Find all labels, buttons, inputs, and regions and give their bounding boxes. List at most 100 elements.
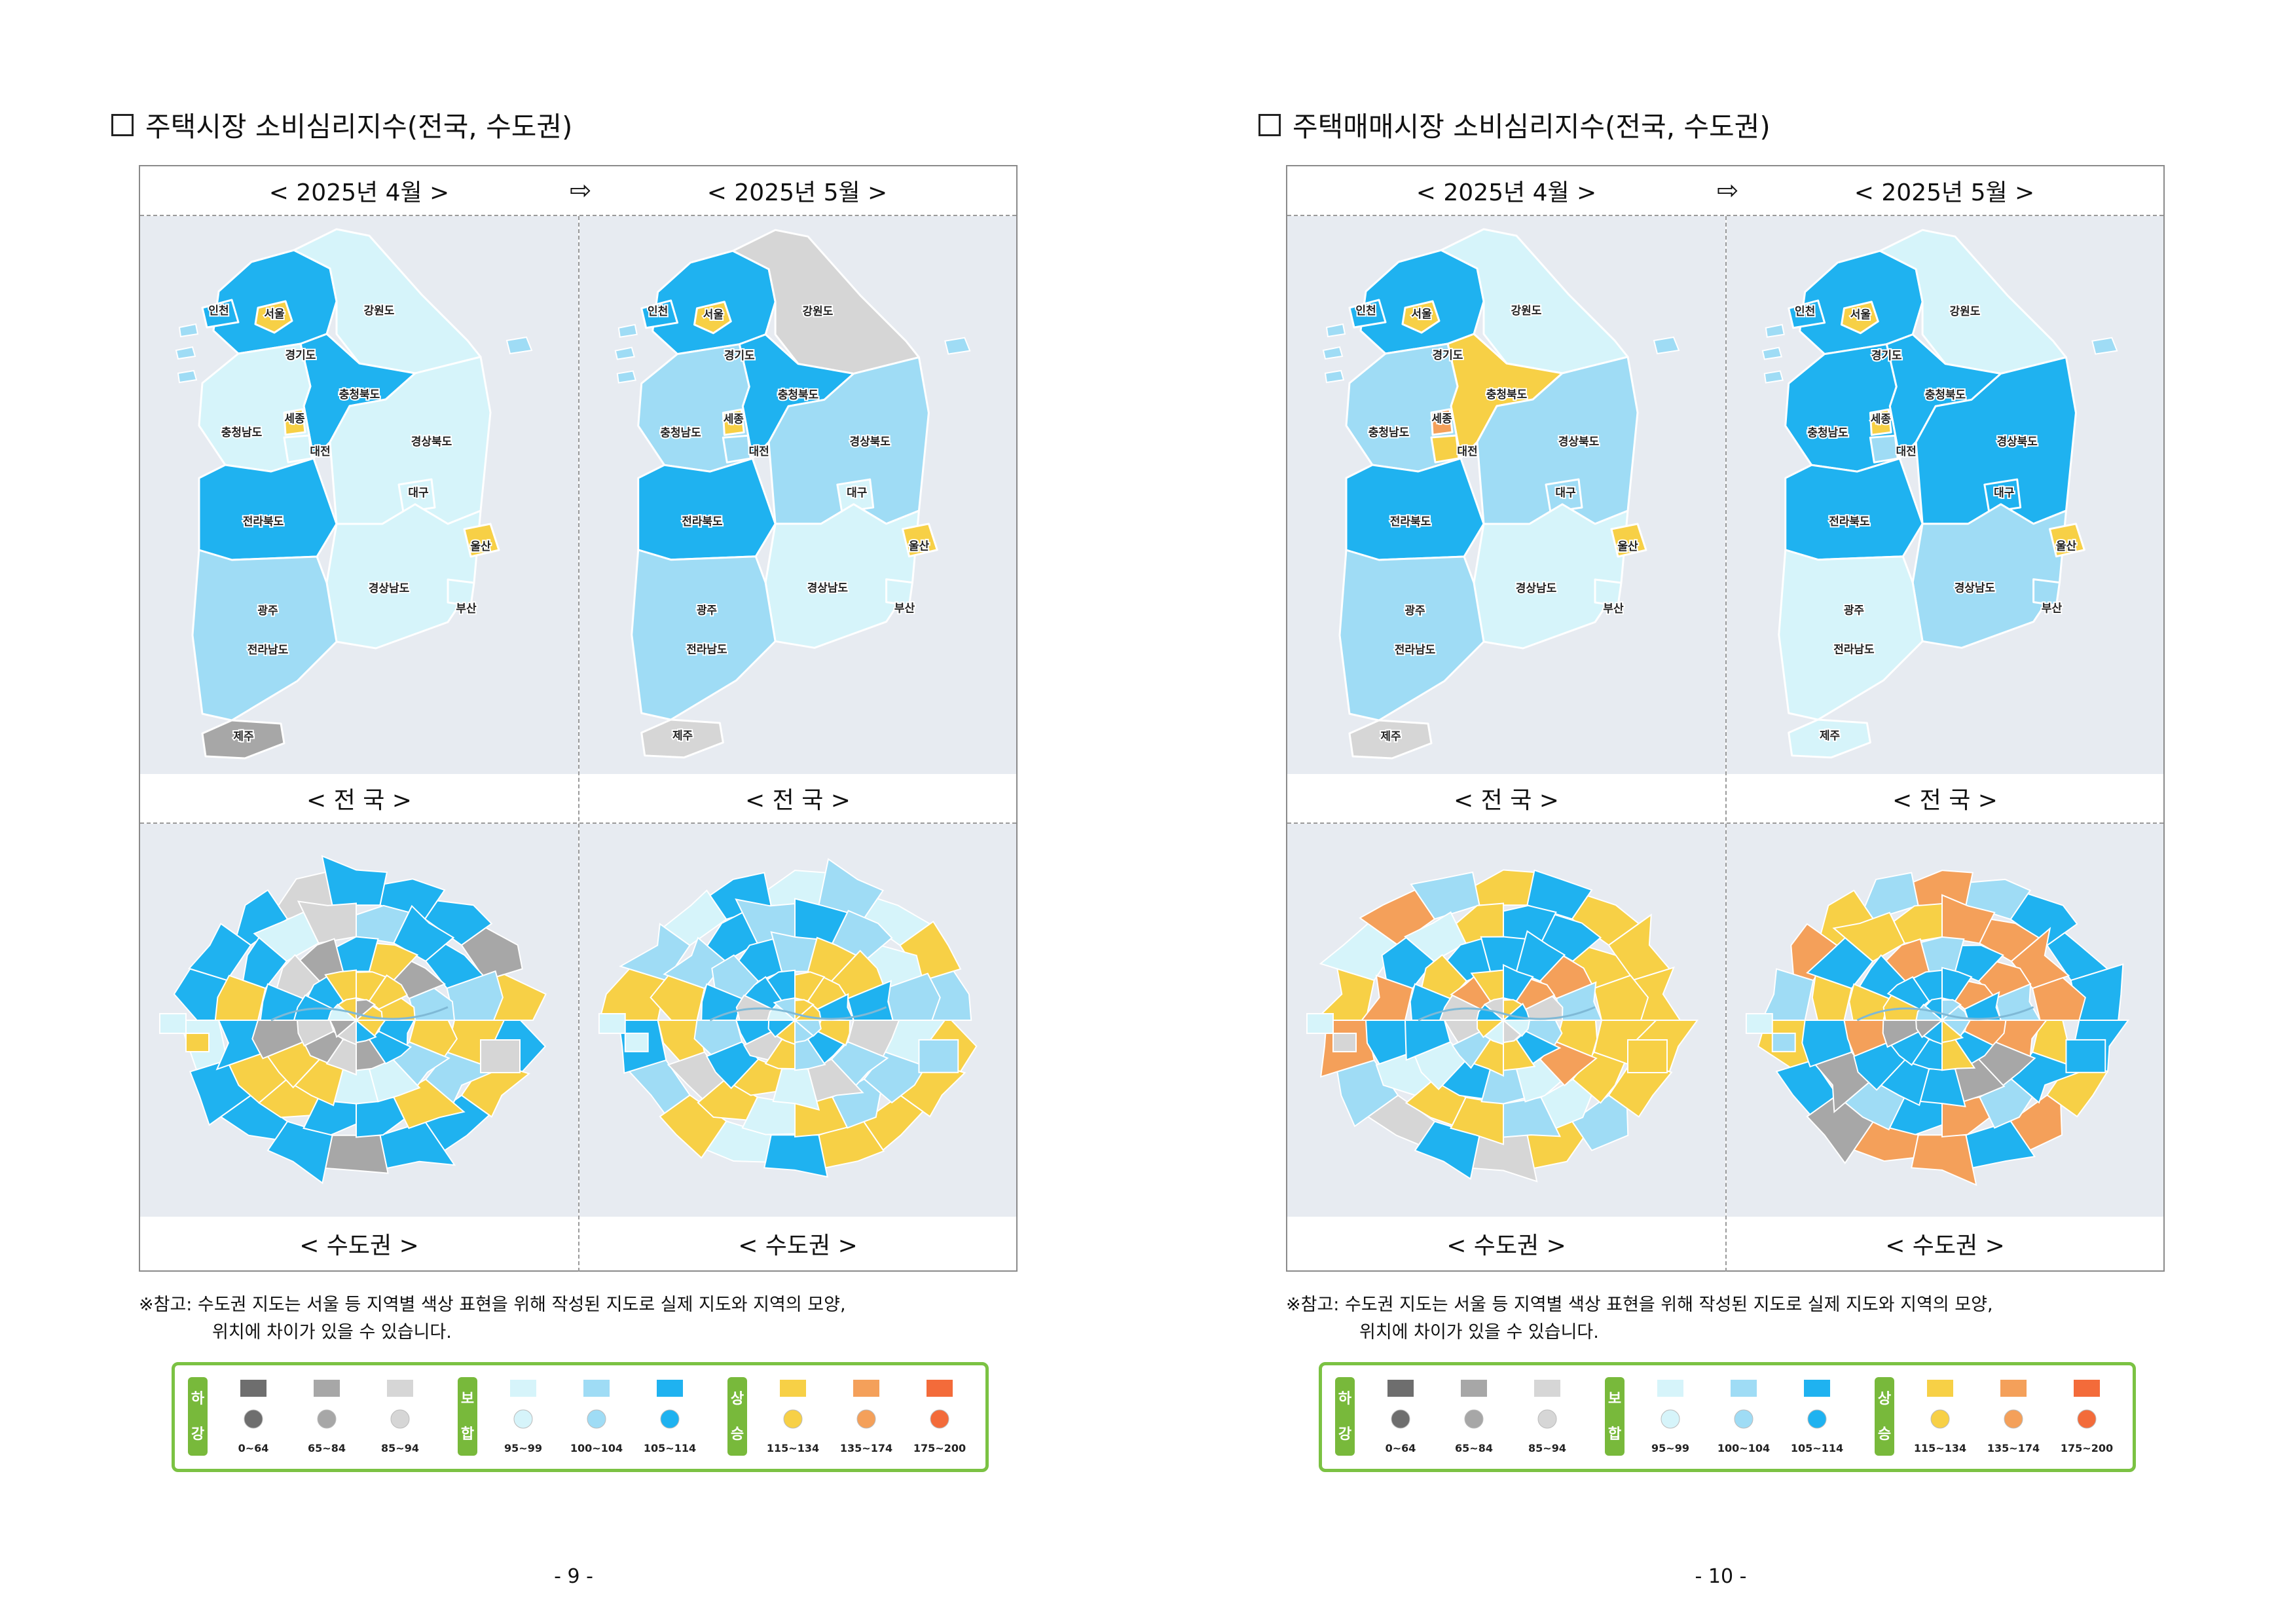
district-shape (2032, 976, 2086, 1021)
legend-swatch (240, 1380, 266, 1397)
reference-note: ※참고: 수도권 지도는 서울 등 지역별 색상 표현을 위해 작성된 지도로 … (139, 1291, 1029, 1346)
legend-range-label: 85~94 (1528, 1442, 1566, 1454)
region-label: 충청북도 (778, 388, 819, 401)
region-label: 서울 (703, 308, 724, 321)
district-shape (1940, 1005, 1970, 1021)
region-label: 전라남도 (248, 644, 289, 657)
region-제주 (1348, 719, 1433, 760)
district-shape (763, 1134, 828, 1178)
district-shape (297, 900, 357, 944)
legend-range-label: 100~104 (570, 1442, 623, 1454)
reference-note: ※참고: 수도권 지도는 서울 등 지역별 색상 표현을 위해 작성된 지도로 … (1286, 1291, 2176, 1346)
district-shape (321, 855, 388, 906)
svg-text:하: 하 (191, 1391, 205, 1407)
legend-range-label: 65~84 (308, 1442, 346, 1454)
region-label: 울산 (470, 540, 491, 553)
island-shape (1761, 346, 1783, 360)
note-line-2: 위치에 차이가 있을 수 있습니다. (1359, 1322, 1599, 1342)
region-label: 대전 (749, 445, 769, 458)
region-label: 경상남도 (1516, 582, 1557, 595)
svg-text:합: 합 (461, 1426, 474, 1443)
region-label: 전라북도 (1390, 515, 1431, 528)
legend-swatch (780, 1380, 806, 1397)
district-shape (1965, 1120, 2036, 1169)
national-map-may: 경기도 강원도 인천 서울 충청북도 충청남도 세종 대전 경상북도 대구 전라북도 경상남도 울산 부산… (1727, 216, 2163, 774)
legend-swatch (2074, 1380, 2100, 1397)
region-label: 전라북도 (682, 515, 723, 528)
region-label: 대전 (1896, 445, 1917, 458)
island-shape (1765, 323, 1785, 338)
region-label: 경상남도 (1955, 581, 1996, 595)
region-전라북도 (1345, 457, 1485, 561)
legend-swatch (1731, 1380, 1757, 1397)
region-label: 경상북도 (849, 435, 890, 448)
district-shape (1404, 1020, 1452, 1061)
weather-icon (1930, 1409, 1950, 1429)
weather-icon (2004, 1409, 2023, 1429)
region-label: 대구 (408, 487, 429, 500)
district-shape (188, 923, 252, 982)
region-label: 인천 (1355, 304, 1376, 318)
district-shape (830, 1041, 889, 1086)
caption-metro: < 수도권 > (140, 1217, 578, 1270)
weather-icon (783, 1409, 803, 1429)
region-경상남도 (764, 503, 920, 649)
region-label: 경기도 (724, 349, 755, 362)
region-label: 강원도 (1950, 304, 1981, 318)
legend-swatch (387, 1380, 413, 1397)
legend-swatch (583, 1380, 610, 1397)
region-대구 (1983, 478, 2022, 513)
region-label: 세종 (1871, 412, 1891, 425)
region-label: 서울 (264, 308, 285, 321)
region-label: 강원도 (803, 304, 834, 318)
region-label: 충청남도 (660, 426, 701, 439)
column-divider (578, 216, 579, 1272)
legend-swatch (1804, 1380, 1830, 1397)
district-shape (770, 931, 818, 972)
island-shape (1322, 346, 1344, 360)
region-대전 (1869, 434, 1899, 464)
district-shape (1593, 974, 1649, 1021)
region-전라북도 (1784, 457, 1924, 561)
svg-text:보: 보 (1608, 1391, 1621, 1407)
district-shape (741, 1096, 796, 1135)
page-9: 주택시장 소비심리지수(전국, 수도권) < 2025년 4월 > < 2025… (0, 0, 1147, 1624)
legend-range-label: 175~200 (2061, 1442, 2113, 1454)
region-세종 (283, 408, 306, 436)
region-label: 인천 (208, 304, 229, 318)
checkbox-square-icon (1258, 113, 1281, 136)
district-shape (1515, 1030, 1562, 1065)
district-shape (663, 889, 727, 946)
region-label: 부산 (1603, 602, 1624, 616)
region-label: 울산 (1617, 540, 1638, 553)
island-shape (944, 337, 971, 355)
legend-swatch (657, 1380, 683, 1397)
region-인천 (1348, 299, 1387, 329)
section-title-text: 주택시장 소비심리지수(전국, 수도권) (145, 111, 573, 143)
district-shape (266, 1120, 333, 1185)
legend-swatch (1657, 1380, 1683, 1397)
legend-range-label: 95~99 (1651, 1442, 1689, 1454)
region-세종 (1869, 408, 1892, 436)
region-label: 경기도 (285, 349, 316, 362)
region-label: 충청남도 (1807, 426, 1848, 439)
note-line-1: ※참고: 수도권 지도는 서울 등 지역별 색상 표현을 위해 작성된 지도로 … (139, 1295, 846, 1315)
right-arrow-icon: ⇨ (570, 175, 592, 206)
legend-group-bar (1335, 1377, 1355, 1456)
weather-icon (1734, 1409, 1753, 1429)
svg-text:합: 합 (1608, 1426, 1621, 1443)
region-label: 제주 (1380, 730, 1401, 743)
region-label: 인천 (648, 304, 668, 318)
district-shape (1954, 980, 1994, 1010)
island-shape (175, 346, 196, 360)
legend-range-label: 135~174 (840, 1442, 892, 1454)
district-shape (793, 1004, 822, 1021)
region-label: 경상남도 (807, 581, 849, 595)
page-10: 주택매매시장 소비심리지수(전국, 수도권) < 2025년 4월 > < 20… (1147, 0, 2294, 1624)
region-label: 충청남도 (1368, 426, 1410, 439)
region-부산 (885, 578, 913, 606)
svg-text:강: 강 (191, 1426, 204, 1443)
metro-map-april (1287, 824, 1725, 1217)
district-shape (253, 911, 320, 963)
region-label: 세종 (1431, 413, 1452, 426)
